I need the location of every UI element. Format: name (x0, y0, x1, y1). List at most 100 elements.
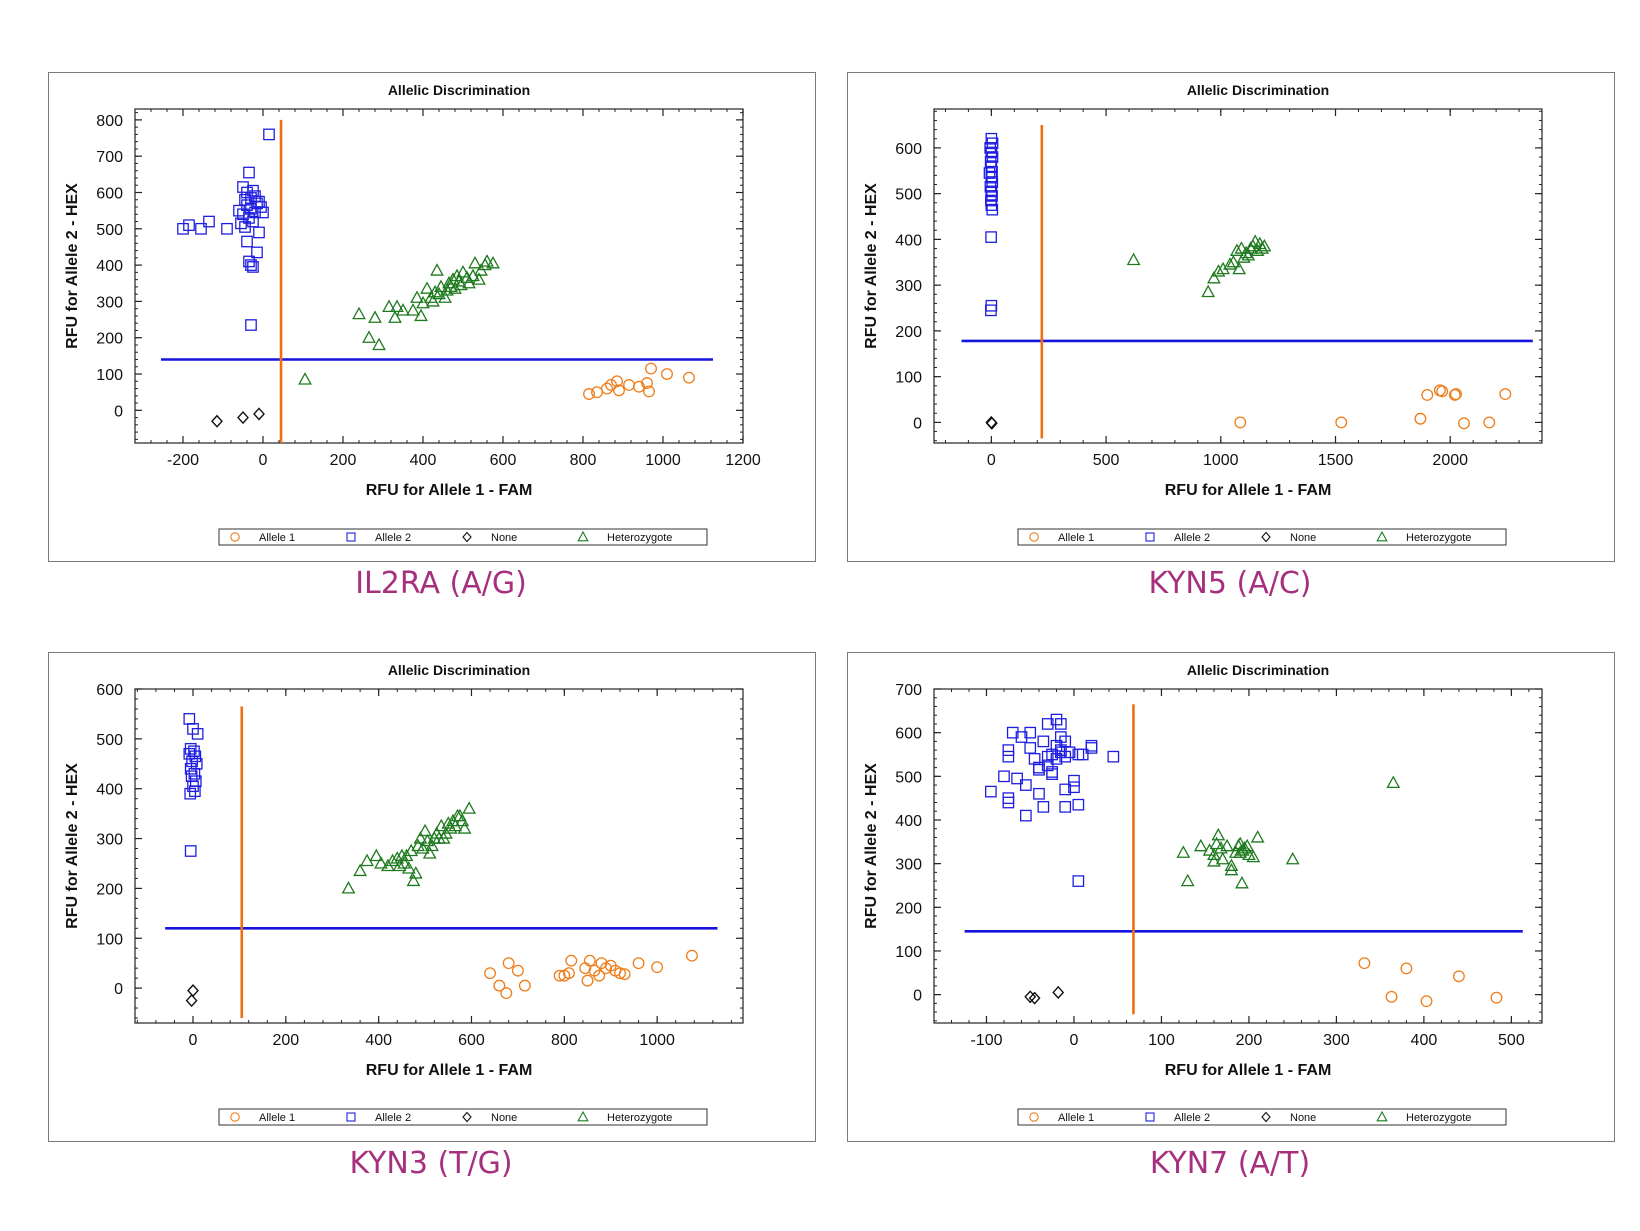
y-tick-label: 600 (895, 726, 922, 743)
data-point-square (1041, 718, 1054, 730)
data-point-circle (1448, 389, 1461, 401)
data-point-triangle (462, 801, 477, 814)
data-point-circle (613, 384, 625, 397)
data-point-triangle (1226, 254, 1241, 268)
legend-label: Allele 2 (375, 532, 411, 544)
data-point-square (241, 235, 253, 248)
y-axis-label: RFU for Allele 2 - HEX (64, 763, 81, 929)
data-point-square (1054, 718, 1067, 730)
data-point-square (239, 221, 251, 233)
data-point-triangle (438, 290, 452, 303)
data-point-triangle (1229, 243, 1244, 256)
data-point-circle (511, 964, 524, 977)
data-point-triangle (1176, 845, 1191, 858)
data-point-triangle (1232, 261, 1247, 275)
data-point-triangle (414, 308, 428, 322)
data-point-triangle (450, 268, 464, 282)
data-point-circle (1335, 416, 1348, 429)
data-point-triangle (1250, 830, 1265, 843)
data-point-circle (1234, 416, 1247, 429)
scatter-chart: Allelic Discrimination -200 0 200 400 600 800 1… (64, 82, 761, 546)
data-point-circle (632, 957, 645, 970)
data-point-triangle (1241, 248, 1256, 261)
data-point-triangle (1220, 838, 1234, 852)
data-point-circle (685, 949, 698, 962)
x-tick-label: 500 (1498, 1032, 1525, 1049)
data-point-triangle (480, 254, 494, 267)
data-point-circle (583, 954, 596, 967)
data-point-square (257, 206, 269, 219)
x-axis-label: RFU for Allele 1 - FAM (1165, 482, 1332, 499)
x-tick-label: 400 (410, 452, 437, 469)
data-point-square (1059, 750, 1072, 763)
y-tick-label: 500 (96, 732, 123, 749)
scatter-chart: Allelic Discrimination 0 500 1000 1500 2000 0 1… (863, 82, 1543, 546)
y-tick-label: 100 (895, 370, 922, 387)
y-tick-label: 700 (895, 682, 922, 699)
legend-marker-diamond (1261, 531, 1271, 543)
data-point-circle (1499, 388, 1512, 400)
legend-label: Allele 2 (1174, 532, 1210, 544)
data-point-triangle (1243, 241, 1258, 254)
data-point-square (1050, 739, 1063, 752)
y-tick-label: 100 (96, 367, 123, 384)
chart-frame: Allelic Discrimination 0 500 1000 1500 2000 0 1… (847, 72, 1615, 562)
data-point-square (1002, 744, 1015, 756)
x-axis-label: RFU for Allele 1 - FAM (366, 1062, 533, 1079)
data-point-square (237, 208, 249, 221)
data-point-square (1033, 787, 1045, 800)
data-point-square (1037, 735, 1050, 748)
data-point-triangle (418, 823, 432, 837)
data-point-square (184, 787, 197, 800)
gene-title: KYN3 (T/G) (349, 1146, 513, 1181)
data-point-triangle (430, 263, 444, 276)
data-point-square (1107, 750, 1120, 763)
y-tick-label: 0 (913, 415, 922, 432)
x-tick-label: -100 (970, 1032, 1002, 1049)
x-tick-label: 800 (551, 1032, 578, 1049)
legend-label: Allele 1 (1058, 1112, 1094, 1124)
data-point-square (1072, 875, 1085, 887)
gene-title: IL2RA (A/G) (355, 566, 527, 601)
data-point-triangle (1193, 838, 1208, 852)
x-tick-label: 400 (365, 1032, 392, 1049)
data-point-triangle (454, 277, 468, 291)
data-point-square (986, 203, 999, 216)
data-point-square (183, 747, 196, 760)
data-point-square (1037, 801, 1050, 813)
data-point-square (195, 222, 207, 235)
data-point-square (1024, 726, 1037, 739)
data-point-circle (641, 377, 653, 390)
legend-label: Heterozygote (607, 532, 672, 544)
data-point-triangle (362, 330, 376, 343)
chart-title: Allelic Discrimination (1187, 662, 1329, 678)
data-point-diamond (1024, 990, 1037, 1004)
data-point-triangle (353, 863, 368, 877)
x-tick-label: 200 (272, 1032, 299, 1049)
data-point-square (1033, 763, 1045, 776)
data-point-square (1020, 809, 1032, 822)
y-tick-label: 0 (114, 981, 123, 998)
x-tick-label: 1500 (1318, 452, 1354, 469)
y-tick-label: 500 (96, 222, 123, 239)
legend-marker-square (1145, 1112, 1155, 1122)
plot-area-border (134, 108, 744, 444)
gene-title: KYN5 (A/C) (1148, 566, 1312, 601)
data-point-square (247, 261, 259, 273)
x-tick-label: 1000 (639, 1032, 675, 1049)
data-point-square (203, 215, 215, 228)
data-point-circle (502, 957, 515, 970)
data-point-triangle (1285, 851, 1300, 865)
legend-label: Allele 1 (1058, 532, 1094, 544)
x-axis-label: RFU for Allele 1 - FAM (366, 482, 533, 499)
y-axis-label: RFU for Allele 2 - HEX (863, 183, 880, 349)
data-point-triangle (420, 281, 434, 294)
data-point-triangle (1201, 284, 1216, 298)
data-point-square (1085, 739, 1098, 752)
data-point-square (1046, 748, 1058, 761)
x-tick-label: -200 (167, 452, 199, 469)
data-point-triangle (1234, 241, 1249, 254)
y-axis-label: RFU for Allele 2 - HEX (64, 183, 81, 349)
data-point-circle (683, 371, 695, 384)
data-point-square (245, 319, 257, 331)
